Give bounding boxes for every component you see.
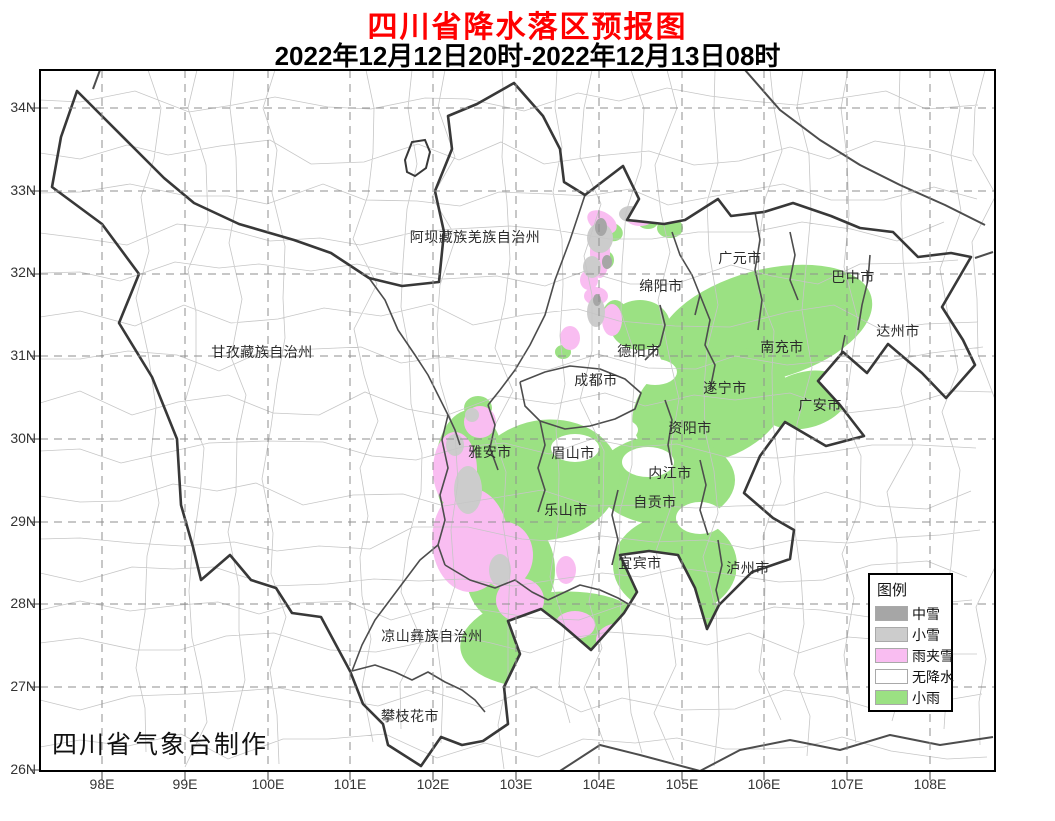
legend-item-no-precip: 无降水: [870, 666, 954, 687]
lat-label-33n: 33N: [10, 182, 36, 198]
gridlines: [40, 70, 995, 771]
lon-label-102e: 102E: [416, 776, 450, 792]
region-label-deyang: 德阳市: [617, 343, 661, 359]
region-label-guangyuan: 广元市: [718, 250, 762, 266]
lat-label-27n: 27N: [10, 678, 36, 694]
lon-label-104e: 104E: [582, 776, 616, 792]
external-boundaries: [92, 70, 994, 771]
legend-label: 雨夹雪: [912, 647, 954, 664]
region-label-luzhou: 泸州市: [726, 560, 770, 576]
region-label-mianyang: 绵阳市: [639, 278, 683, 294]
region-label-meishan: 眉山市: [551, 445, 595, 461]
lon-label-105e: 105E: [665, 776, 699, 792]
producer-credit: 四川省气象台制作: [52, 731, 269, 759]
lat-label-34n: 34N: [10, 99, 36, 115]
region-label-yaan: 雅安市: [468, 444, 512, 460]
region-label-yibin: 宜宾市: [618, 555, 662, 571]
legend-title: 图例: [877, 582, 908, 599]
region-label-leshan: 乐山市: [544, 502, 588, 518]
lat-label-31n: 31N: [10, 347, 36, 363]
region-label-suining: 遂宁市: [703, 380, 747, 396]
lat-label-30n: 30N: [10, 430, 36, 446]
lon-label-106e: 106E: [747, 776, 781, 792]
lon-label-108e: 108E: [913, 776, 947, 792]
legend-label: 小雪: [912, 626, 940, 643]
sichuan-province-boundary: [50, 81, 977, 768]
legend-label: 中雪: [912, 605, 940, 622]
region-label-aba: 阿坝藏族羌族自治州: [409, 229, 541, 245]
legend-item-sleet: 雨夹雪: [870, 645, 954, 666]
lon-label-101e: 101E: [333, 776, 367, 792]
lat-label-28n: 28N: [10, 595, 36, 611]
map-title: 四川省降水落区预报图: [367, 11, 688, 44]
no-precip-swatch: [875, 669, 908, 684]
prefecture-boundaries: [351, 194, 871, 713]
legend-label: 无降水: [912, 668, 954, 685]
lat-label-32n: 32N: [10, 264, 36, 280]
region-label-panzhihua: 攀枝花市: [381, 708, 439, 724]
region-label-guangan: 广安市: [798, 397, 842, 413]
region-label-bazhong: 巴中市: [831, 269, 875, 285]
lat-label-26n: 26N: [10, 761, 36, 777]
county-boundaries: [40, 70, 995, 770]
axis-ticks: [30, 107, 931, 780]
region-label-dazhou: 达州市: [876, 323, 920, 339]
light-rain-swatch: [875, 690, 908, 705]
region-label-chengdu: 成都市: [574, 372, 618, 388]
border-enclave-loop: [403, 138, 432, 178]
region-label-ziyang: 资阳市: [668, 420, 712, 436]
legend-item-light-rain: 小雨: [870, 687, 951, 708]
map-frame: [39, 69, 996, 772]
region-label-neijiang: 内江市: [648, 465, 692, 481]
region-label-zigong: 自贡市: [633, 494, 677, 510]
lon-label-103e: 103E: [499, 776, 533, 792]
moderate-snow-swatch: [875, 606, 908, 621]
region-label-liangshan: 凉山彝族自治州: [381, 628, 483, 644]
light-snow-swatch: [875, 627, 908, 642]
sleet-swatch: [875, 648, 908, 663]
lon-label-99e: 99E: [172, 776, 198, 792]
legend-item-moderate-snow: 中雪: [870, 603, 951, 624]
region-label-ganzi: 甘孜藏族自治州: [211, 344, 313, 360]
lon-label-100e: 100E: [251, 776, 285, 792]
region-label-nanchong: 南充市: [760, 339, 804, 355]
lon-label-98e: 98E: [89, 776, 115, 792]
map-valid-period: 2022年12月12日20时-2022年12月13日08时: [274, 41, 781, 71]
legend-item-light-snow: 小雪: [870, 624, 951, 645]
lon-label-107e: 107E: [830, 776, 864, 792]
legend-label: 小雨: [912, 689, 940, 706]
lat-label-29n: 29N: [10, 513, 36, 529]
legend-box: 图例 中雪 小雪 雨夹雪 无降水 小雨: [868, 573, 954, 712]
